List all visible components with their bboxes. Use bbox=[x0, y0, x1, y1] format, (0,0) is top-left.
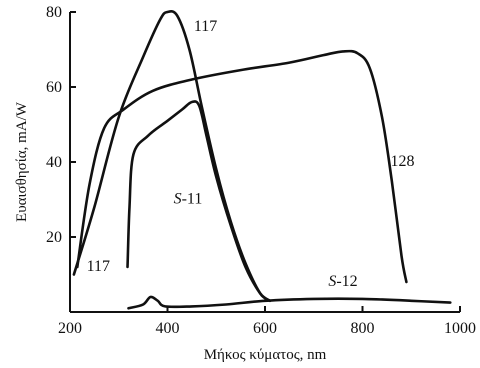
series-line-s-12 bbox=[127, 295, 452, 310]
curve-label-2: S-11 bbox=[174, 190, 203, 207]
x-tick-label-400: 400 bbox=[156, 320, 180, 337]
y-tick-label-20: 20 bbox=[46, 229, 62, 246]
curve-label-0: 117 bbox=[194, 18, 217, 35]
y-tick-label-40: 40 bbox=[46, 154, 62, 171]
curves bbox=[72, 9, 452, 310]
series-line-117 bbox=[72, 9, 272, 303]
curve-label-1: 128 bbox=[390, 153, 414, 170]
series-line-s-11 bbox=[126, 100, 272, 303]
x-tick-label-600: 600 bbox=[253, 320, 277, 337]
x-tick-label-200: 200 bbox=[58, 320, 82, 337]
x-tick-label-1000: 1000 bbox=[444, 320, 476, 337]
curve-label-3: 117 bbox=[87, 258, 110, 275]
x-axis-title: Μήκος κύματος, nm bbox=[204, 347, 327, 363]
y-tick-label-60: 60 bbox=[46, 79, 62, 96]
series-line-128 bbox=[76, 49, 408, 284]
x-tick-label-800: 800 bbox=[351, 320, 375, 337]
y-axis-title: Ευαισθησία, mA/W bbox=[14, 101, 30, 222]
labels: 117 128 S-11 117 S-12 bbox=[87, 18, 415, 290]
curve-label-4: S-12 bbox=[328, 273, 357, 290]
ticks: 200 400 600 800 1000 20 40 60 80 bbox=[46, 4, 476, 337]
y-tick-label-80: 80 bbox=[46, 4, 62, 21]
